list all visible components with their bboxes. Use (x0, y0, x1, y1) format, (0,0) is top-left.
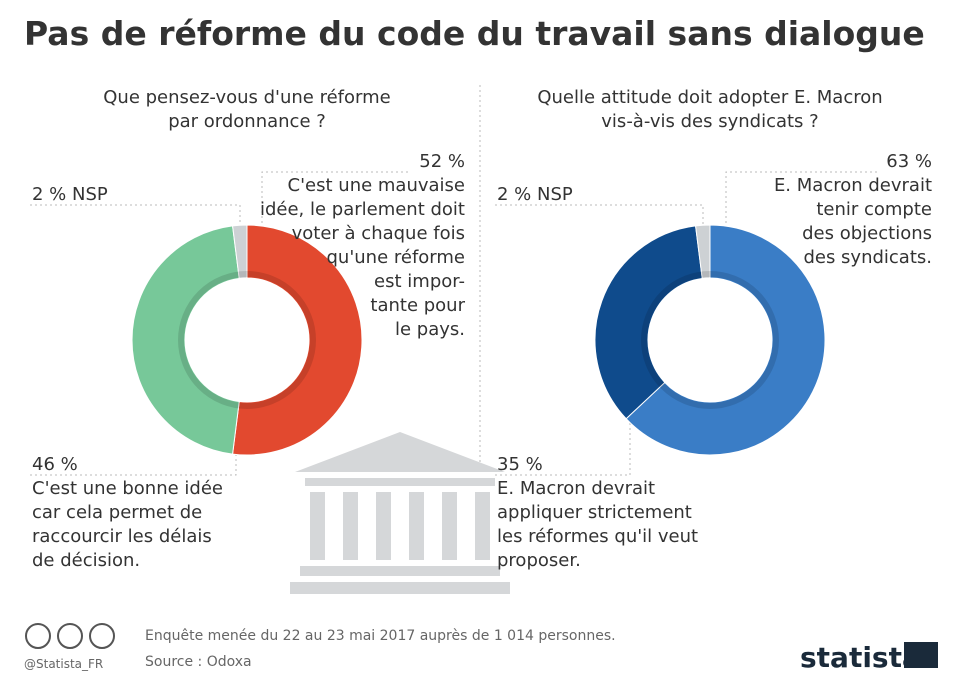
brand: statista (800, 641, 921, 674)
donut-slice (695, 224, 711, 280)
category-label: E. Macron devrait appliquer strictement le… (497, 478, 698, 571)
donut-slice (625, 224, 826, 456)
handle: @Statista_FR (24, 657, 103, 671)
category-label: NSP (537, 184, 573, 205)
value-label: 35 % (497, 454, 543, 475)
chart-subtitle: Que pensez-vous d'une réforme par ordonna… (103, 87, 390, 132)
donut-slice (594, 225, 703, 420)
donut-slice (232, 224, 363, 456)
value-label: 2 % (497, 184, 531, 205)
page-title: Pas de réforme du code du travail sans d… (24, 14, 925, 53)
donut-slice (232, 224, 248, 280)
license-icons (25, 623, 115, 649)
inner-ring (178, 271, 316, 409)
value-label: 52 % (419, 151, 465, 172)
category-label: NSP (72, 184, 108, 205)
leader-lines (30, 171, 880, 476)
brand-logo (904, 642, 938, 668)
donut-slice (131, 225, 240, 455)
chart-subtitle: Quelle attitude doit adopter E. Macron vi… (537, 87, 882, 132)
category-label: C'est une bonne idée car cela permet de ra… (32, 478, 223, 571)
inner-ring (641, 271, 779, 409)
footnote: Enquête menée du 22 au 23 mai 2017 auprè… (145, 628, 616, 644)
source: Source : Odoxa (145, 654, 252, 670)
value-label: 2 % (32, 184, 66, 205)
value-label: 63 % (886, 151, 932, 172)
value-label: 46 % (32, 454, 78, 475)
category-label: E. Macron devrait tenir compte des objecti… (774, 175, 932, 268)
category-label: C'est une mauvaise idée, le parlement doi… (260, 175, 466, 340)
building-icon (290, 432, 510, 594)
